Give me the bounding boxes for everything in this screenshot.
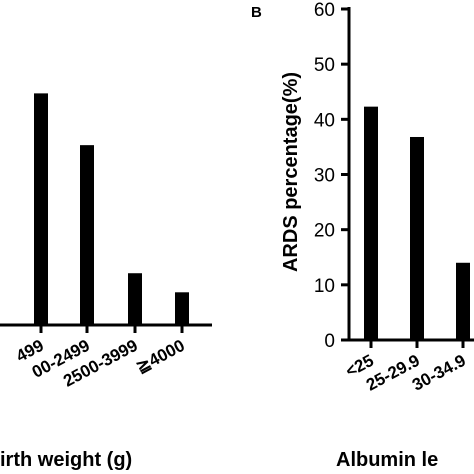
panel-b-y-axis-title: ARDS percentage(%): [280, 72, 302, 272]
panel-b-y-tick-label-30: 30: [314, 166, 335, 187]
panel-b-x-ticks: [369, 340, 465, 348]
panel-b-y-tick-label-10: 10: [314, 276, 335, 297]
panel-b-y-tick-label-60: 60: [314, 0, 335, 21]
panel-a-bar-2: [80, 145, 94, 325]
panel-b-y-ticks: [341, 7, 349, 342]
panel-b-y-tick-label-0: 0: [324, 331, 335, 352]
panel-a-bar-4: [175, 292, 189, 325]
panel-b-bar-1: [364, 106, 378, 341]
panel-b-y-tick-label-40: 40: [314, 110, 335, 131]
panel-b-y-tick-label-20: 20: [314, 221, 335, 242]
panel-b-letter: B: [251, 4, 262, 21]
panel-b-x-tick-label-3: 30-34.9: [409, 351, 469, 395]
panel-a-bars: [34, 93, 189, 325]
panel-b-bar-3: [456, 262, 470, 340]
panel-a-bar-1: [34, 93, 48, 325]
panel-b-x-axis-title: Albumin le: [336, 449, 438, 471]
panel-a-bar-3: [128, 273, 142, 325]
panel-b-y-tick-label-50: 50: [314, 55, 335, 76]
panel-b-y-tick-labels: 0 10 20 30 40 50 60: [314, 0, 335, 352]
panel-a-x-tick-label-4: ≧4000: [133, 336, 188, 377]
panel-b-bar-2: [410, 136, 424, 340]
panel-b-bars: [364, 106, 470, 341]
panel-a-x-ticks: [39, 325, 184, 333]
panel-a-x-axis-title: irth weight (g): [0, 449, 132, 471]
